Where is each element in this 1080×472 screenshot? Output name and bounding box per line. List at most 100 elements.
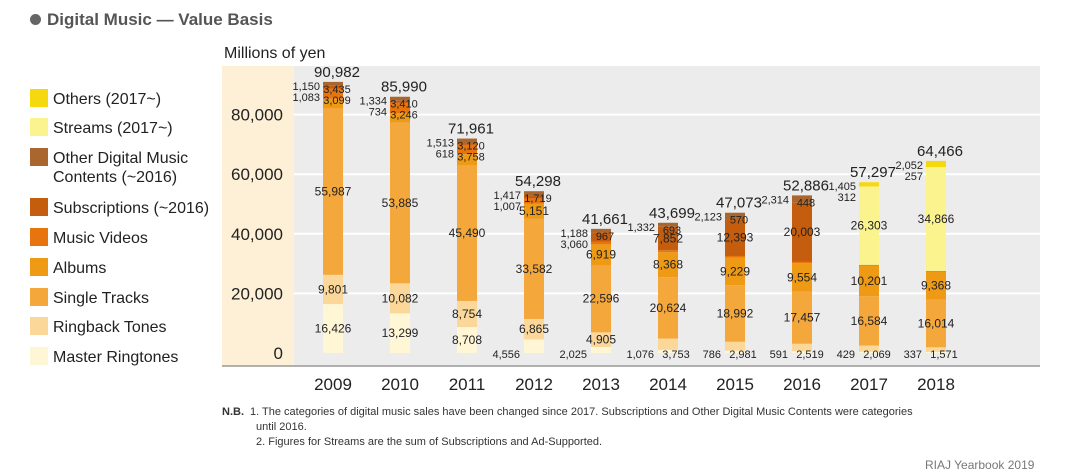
- data-label: 1,571: [930, 349, 958, 361]
- bar-segment: [859, 265, 879, 297]
- chart-title: Digital Music — Value Basis: [30, 10, 273, 30]
- data-label: 5,151: [519, 204, 549, 218]
- y-tick-label: 20,000: [231, 284, 283, 303]
- data-label: 17,457: [784, 311, 821, 325]
- data-label: 3,246: [390, 110, 418, 122]
- data-label: 26,303: [851, 219, 888, 233]
- x-tick-label: 2017: [850, 375, 888, 394]
- bar-segment: [658, 277, 678, 339]
- data-label: 3,435: [323, 84, 351, 96]
- bar-segment: [658, 226, 678, 251]
- data-label: 967: [596, 231, 614, 243]
- bar-segment: [792, 261, 812, 264]
- data-label: 10,201: [851, 274, 888, 288]
- bar-segment: [323, 274, 343, 305]
- chart: 0 20,000 40,000 60,000 80,000 Millions of yen…: [30, 45, 1040, 394]
- bar-segment: [591, 232, 611, 242]
- bar-segment: [792, 291, 812, 344]
- axis-panel: [222, 66, 294, 366]
- data-label: 786: [703, 349, 721, 361]
- x-tick-label: 2015: [716, 375, 754, 394]
- bar-segment: [859, 264, 879, 266]
- legend-label: Streams (2017~): [53, 120, 173, 137]
- y-axis-title: Millions of yen: [224, 45, 325, 62]
- data-label: 10,082: [382, 291, 419, 305]
- legend-label: Contents (~2016): [53, 169, 177, 186]
- bar-segment: [323, 85, 343, 89]
- legend-label: Ringback Tones: [53, 319, 167, 336]
- data-label: 33,582: [516, 262, 553, 276]
- bar-segment: [390, 283, 410, 314]
- total-label: 41,661: [582, 211, 628, 228]
- bar-segment: [859, 296, 879, 346]
- bar-segment: [792, 195, 812, 203]
- bar-segment: [725, 285, 745, 342]
- data-label: 3,410: [390, 99, 418, 111]
- bar-segment: [725, 212, 745, 220]
- y-tick-label: 40,000: [231, 225, 283, 244]
- bar-segment: [725, 219, 745, 256]
- legend-swatch: [30, 317, 48, 335]
- bar-segment: [457, 138, 477, 144]
- bar-segment: [859, 345, 879, 352]
- bar-segment: [323, 108, 343, 275]
- data-label: 337: [904, 349, 922, 361]
- data-label: 12,393: [717, 231, 754, 245]
- legend-label: Others (2017~): [53, 91, 161, 108]
- data-label: 22,596: [583, 292, 620, 306]
- legend-swatch: [30, 89, 48, 107]
- data-label: 3,060: [560, 239, 588, 251]
- data-label: 8,708: [452, 333, 482, 347]
- legend-label: Master Ringtones: [53, 349, 178, 366]
- data-label: 7,852: [653, 231, 683, 245]
- legend-swatch: [30, 288, 48, 306]
- total-label: 47,073: [716, 195, 762, 212]
- data-label: 1,076: [626, 349, 654, 361]
- data-label: 1,405: [828, 181, 856, 193]
- data-label: 570: [730, 215, 748, 227]
- note-2: 2. Figures for Streams are the sum of Su…: [256, 436, 603, 448]
- bar-segment: [323, 88, 343, 99]
- total-label: 52,886: [783, 177, 829, 194]
- bar-segment: [591, 244, 611, 266]
- bar-segment: [457, 154, 477, 166]
- bar-segment: [524, 218, 544, 319]
- bar-segment: [792, 343, 812, 352]
- bar-segment: [524, 198, 544, 204]
- bar-segment: [323, 304, 343, 353]
- bar-segment: [926, 299, 946, 348]
- bar-segment: [926, 160, 946, 168]
- note-1: 1. The categories of digital music sales…: [250, 406, 913, 418]
- note-1-continued: until 2016.: [256, 421, 307, 433]
- legend-swatch: [30, 148, 48, 166]
- data-label: 20,624: [650, 301, 687, 315]
- bar-segment: [390, 313, 410, 353]
- footnotes: N.B. 1. The categories of digital music s…: [222, 405, 1042, 450]
- x-tick-label: 2010: [381, 375, 419, 394]
- bar-segment: [323, 81, 343, 86]
- data-label: 55,987: [315, 184, 352, 198]
- data-label: 8,754: [452, 307, 482, 321]
- source-credit: RIAJ Yearbook 2019: [925, 458, 1035, 472]
- bar-segment: [457, 300, 477, 328]
- legend-label: Other Digital Music: [53, 150, 188, 167]
- y-tick-label: 80,000: [231, 106, 283, 125]
- data-label: 45,490: [449, 226, 486, 240]
- bar-segment: [591, 228, 611, 233]
- data-label: 4,905: [586, 333, 616, 347]
- bar-segment: [591, 346, 611, 353]
- y-tick-label: 0: [274, 344, 283, 363]
- data-label: 16,014: [918, 316, 955, 330]
- bar-segment: [859, 351, 879, 353]
- data-label: 2,981: [729, 349, 757, 361]
- bar-segment: [658, 252, 678, 278]
- bar-segment: [792, 263, 812, 292]
- legend-swatch: [30, 347, 48, 365]
- x-tick-label: 2016: [783, 375, 821, 394]
- data-label: 6,919: [586, 248, 616, 262]
- legend-label: Music Videos: [53, 230, 148, 247]
- bar-segment: [926, 167, 946, 271]
- data-label: 3,120: [457, 141, 485, 153]
- bullet-icon: [30, 14, 41, 25]
- data-label: 8,368: [653, 258, 683, 272]
